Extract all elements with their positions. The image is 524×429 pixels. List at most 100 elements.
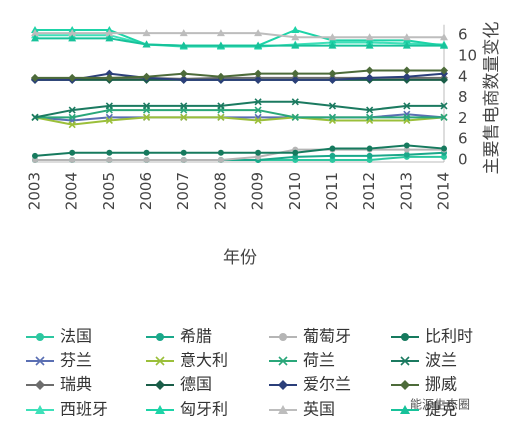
- legend-label: 挪威: [425, 375, 457, 394]
- point: [142, 113, 151, 121]
- legend-label: 爱尔兰: [303, 375, 351, 394]
- point: [254, 75, 263, 84]
- point: [254, 41, 263, 49]
- point: [365, 73, 374, 82]
- point: [328, 41, 337, 49]
- point: [365, 41, 374, 49]
- point: [366, 157, 373, 163]
- legend-label: 英国: [303, 400, 335, 419]
- point: [403, 146, 410, 153]
- series-line: [35, 32, 444, 39]
- legend-marker: [401, 333, 409, 341]
- point: [254, 69, 263, 78]
- point: [402, 72, 411, 81]
- series-line: [35, 72, 445, 81]
- legend-marker: [155, 405, 165, 414]
- point: [68, 29, 77, 37]
- point: [179, 41, 188, 49]
- point: [180, 157, 187, 163]
- point: [69, 157, 76, 163]
- legend-marker: [400, 405, 410, 414]
- point: [403, 151, 410, 158]
- point: [180, 149, 187, 156]
- point: [440, 41, 448, 49]
- legend-label: 意大利: [180, 351, 228, 370]
- series-line: [34, 144, 445, 157]
- series-line: [35, 34, 445, 48]
- x-tick-label: 2013: [397, 172, 415, 210]
- y-tick-label: 10: [458, 47, 477, 65]
- point: [440, 102, 448, 110]
- legend-label: 瑞典: [60, 375, 92, 394]
- point: [142, 102, 151, 110]
- x-tick-label: 2008: [211, 172, 229, 210]
- point: [216, 72, 225, 81]
- x-tick-label: 2011: [323, 172, 341, 210]
- legend-label: 荷兰: [303, 351, 335, 370]
- point: [329, 157, 336, 163]
- point: [217, 113, 225, 121]
- x-tick-label: 2004: [63, 172, 81, 210]
- y-tick-label: 4: [458, 67, 468, 85]
- legend-label: 芬兰: [60, 351, 92, 370]
- point: [217, 157, 224, 163]
- point: [365, 66, 374, 75]
- point: [31, 34, 39, 42]
- point: [366, 106, 374, 114]
- point: [216, 41, 225, 49]
- legend-label: 匈牙利: [180, 400, 228, 419]
- point: [292, 149, 299, 156]
- point: [440, 66, 448, 75]
- point: [105, 102, 113, 110]
- point: [216, 29, 225, 37]
- legend-marker: [35, 380, 45, 390]
- series-line: [34, 100, 444, 119]
- point: [441, 145, 447, 152]
- point: [328, 113, 337, 121]
- point: [142, 29, 151, 37]
- point: [143, 149, 150, 156]
- legend-label: 比利时: [425, 327, 473, 346]
- legend-marker: [278, 356, 288, 366]
- point: [255, 149, 262, 156]
- point: [31, 73, 39, 82]
- point: [328, 33, 337, 41]
- point: [328, 102, 337, 110]
- point: [180, 102, 188, 110]
- point: [254, 116, 262, 125]
- point: [31, 29, 39, 37]
- legend-label: 希腊: [180, 327, 212, 346]
- point: [440, 33, 448, 41]
- series-line: [35, 69, 444, 79]
- point: [403, 113, 411, 121]
- point: [402, 33, 411, 41]
- series-line: [35, 37, 444, 47]
- legend-label: 捷克: [425, 400, 457, 419]
- series-line: [35, 109, 444, 119]
- watermark: 能源生态圈: [410, 398, 470, 412]
- point: [291, 33, 300, 41]
- point: [68, 106, 76, 114]
- x-axis-title: 年份: [223, 248, 257, 268]
- point: [142, 40, 151, 48]
- point: [179, 69, 188, 78]
- point: [441, 153, 447, 160]
- point: [68, 73, 77, 82]
- point: [254, 106, 262, 114]
- legend-marker: [278, 405, 288, 414]
- y-tick-label: 2: [458, 109, 468, 127]
- legend-label: 波兰: [425, 351, 457, 370]
- x-tick-label: 2009: [249, 172, 267, 210]
- point: [328, 69, 337, 78]
- x-tick-label: 2005: [100, 172, 118, 210]
- point: [292, 153, 299, 160]
- y-tick-label: 8: [458, 88, 468, 106]
- point: [217, 102, 225, 110]
- legend-marker: [155, 380, 165, 390]
- point: [105, 29, 114, 37]
- legend-label: 法国: [60, 327, 92, 346]
- point: [32, 152, 38, 159]
- point: [105, 73, 114, 82]
- x-tick-label: 2014: [435, 172, 453, 210]
